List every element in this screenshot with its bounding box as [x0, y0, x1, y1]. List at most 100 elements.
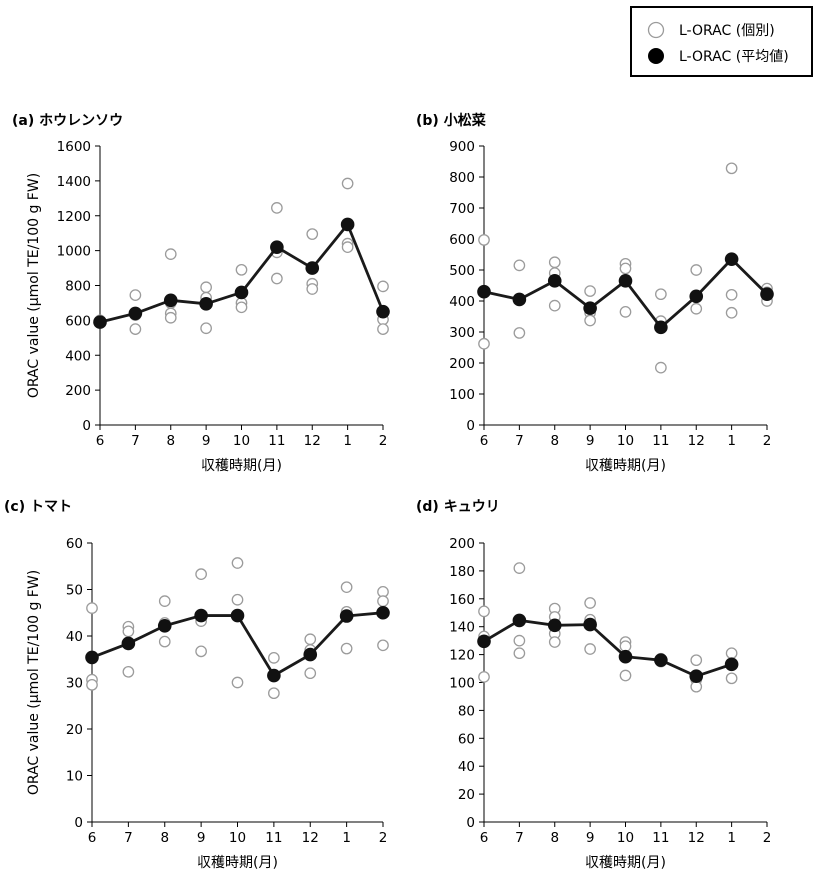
x-tick-label: 10 — [229, 830, 246, 846]
x-tick-label: 7 — [515, 433, 524, 449]
individual-point — [377, 280, 389, 293]
y-tick-label: 30 — [66, 676, 83, 692]
y-tick-label: 160 — [449, 592, 475, 608]
individual-point — [619, 640, 632, 653]
x-tick-label: 1 — [727, 830, 736, 846]
mean-point — [618, 274, 633, 288]
mean-point — [689, 289, 704, 304]
individual-point — [195, 645, 207, 658]
mean-point — [339, 609, 354, 623]
mean-point — [654, 320, 668, 335]
x-tick-label: 7 — [515, 830, 524, 846]
x-tick-label: 12 — [304, 433, 321, 449]
individual-point — [122, 625, 135, 638]
y-tick-label: 20 — [66, 722, 83, 738]
y-tick-label: 60 — [66, 536, 83, 552]
x-tick-label: 11 — [652, 830, 669, 846]
chart-d: (d) キュウリ 0 20 40 60 80 100 120 140 160 180 200 6 7 8 9 1… — [416, 499, 771, 871]
mean-point — [583, 617, 597, 632]
individual-point — [377, 639, 389, 652]
legend-mean-marker — [648, 48, 664, 64]
individual-point — [86, 602, 98, 614]
y-tick-label: 0 — [466, 815, 475, 831]
individual-point — [268, 687, 280, 700]
mean-point — [724, 657, 739, 672]
x-tick-label: 6 — [88, 830, 97, 846]
y-tick-label: 300 — [449, 325, 475, 341]
individual-point — [341, 241, 354, 253]
individual-point — [584, 285, 596, 297]
individual-point — [619, 305, 632, 318]
individual-point — [725, 306, 738, 319]
mean-point — [267, 668, 281, 683]
mean-point — [654, 653, 668, 667]
mean-point — [340, 217, 355, 232]
individual-point — [129, 289, 142, 301]
individual-point — [340, 581, 353, 594]
individual-point — [306, 228, 319, 240]
y-tick-label: 20 — [458, 787, 475, 803]
y-tick-label: 100 — [449, 387, 475, 403]
y-tick-label: 200 — [449, 536, 475, 552]
individual-point — [271, 202, 283, 214]
individual-point — [478, 234, 490, 246]
individual-point — [513, 327, 526, 339]
y-tick-label: 1200 — [57, 209, 91, 225]
x-tick-label: 6 — [96, 433, 105, 449]
individual-point — [231, 557, 244, 569]
individual-point — [235, 263, 248, 276]
individual-point — [377, 595, 389, 607]
x-tick-label: 8 — [166, 433, 175, 449]
legend-box — [630, 6, 813, 77]
x-tick-label: 10 — [617, 433, 634, 449]
mean-point — [121, 636, 136, 651]
x-tick-label: 1 — [343, 433, 352, 449]
individual-point — [158, 635, 171, 648]
mean-point — [303, 647, 318, 662]
y-tick-label: 180 — [449, 564, 475, 580]
y-tick-label: 0 — [74, 815, 83, 831]
y-tick-label: 80 — [458, 703, 475, 719]
individual-point — [725, 672, 738, 685]
x-tick-label: 7 — [131, 433, 140, 449]
individual-point — [304, 633, 317, 646]
y-tick-label: 800 — [449, 170, 475, 186]
legend: L-ORAC (個別) L-ORAC (平均値) — [630, 6, 813, 77]
individual-point — [306, 283, 319, 295]
individual-point — [690, 680, 703, 693]
individual-point — [690, 264, 703, 276]
x-tick-label: 8 — [550, 830, 559, 846]
y-tick-label: 200 — [449, 356, 475, 372]
mean-point — [376, 605, 390, 620]
x-tick-label: 12 — [302, 830, 319, 846]
y-tick-label: 500 — [449, 263, 475, 279]
y-tick-label: 50 — [66, 583, 83, 599]
y-tick-label: 1600 — [57, 139, 91, 155]
individual-point — [584, 314, 596, 327]
legend-individual-marker — [647, 21, 665, 39]
mean-point — [157, 618, 172, 633]
y-tick-label: 800 — [65, 279, 91, 295]
y-tick-label: 60 — [458, 731, 475, 747]
mean-point — [760, 287, 774, 301]
x-tick-label: 11 — [652, 433, 669, 449]
x-tick-label: 6 — [480, 830, 489, 846]
mean-point — [477, 634, 491, 649]
individual-point — [268, 652, 280, 664]
x-axis-label: 収穫時期(月) — [197, 855, 278, 871]
chart-a: (a) ホウレンソウ 0 200 400 600 800 1000 1200 1400 1600 6… — [12, 113, 390, 474]
individual-point — [478, 605, 490, 618]
legend-individual-label: L-ORAC (個別) — [679, 23, 775, 39]
x-tick-label: 9 — [586, 830, 595, 846]
x-tick-label: 8 — [550, 433, 559, 449]
y-tick-label: 900 — [449, 139, 475, 155]
y-tick-label: 120 — [449, 648, 475, 664]
x-tick-label: 2 — [379, 830, 388, 846]
x-tick-label: 9 — [197, 830, 206, 846]
y-tick-label: 140 — [449, 620, 475, 636]
individual-point — [513, 634, 526, 647]
x-tick-label: 6 — [480, 433, 489, 449]
individual-point — [725, 288, 738, 301]
